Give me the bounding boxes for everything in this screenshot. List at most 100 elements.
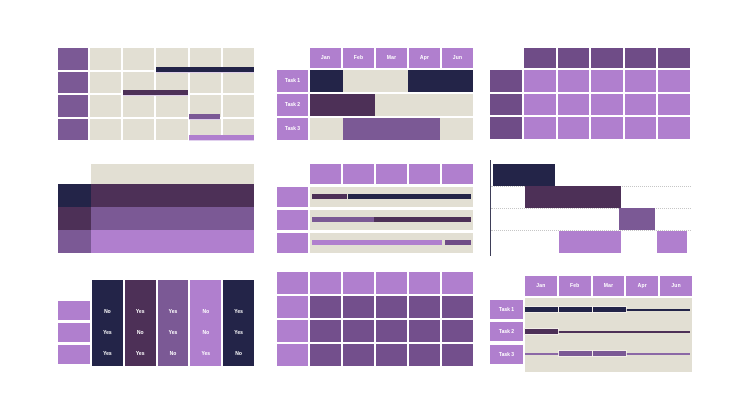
cascade-block — [619, 208, 655, 230]
timeline-thin-line — [558, 330, 691, 333]
table-cell — [442, 344, 473, 366]
header-cell — [409, 164, 440, 184]
matrix-value: No — [136, 329, 144, 336]
grid-cell — [189, 95, 221, 117]
row-label-cell — [58, 71, 88, 93]
task-label-cell: Task 1 — [490, 300, 523, 319]
template-thumbnail-yes-no-matrix[interactable]: No Yes Yes Yes No Yes Yes Yes No No No Y… — [58, 280, 254, 366]
table-cell — [557, 117, 590, 139]
matrix-value: No — [202, 308, 210, 315]
timeline-lane — [525, 329, 692, 334]
progress-segment — [311, 240, 443, 245]
matrix-value: No — [169, 350, 177, 357]
row-label-cell — [58, 118, 88, 140]
matrix-value: Yes — [103, 329, 112, 336]
header-row — [310, 164, 473, 184]
table-cell — [658, 117, 690, 139]
table-cell — [524, 117, 556, 139]
matrix-column: Yes No Yes — [124, 280, 156, 366]
month-header-cell: Apr — [626, 276, 659, 296]
matrix-value: Yes — [168, 308, 178, 315]
template-thumbnail-timeline-lines[interactable]: Jan Feb Mar Apr Jun Task 1 Task 2 Task 3 — [490, 276, 692, 372]
grid-cell — [189, 118, 221, 140]
row-label-cell — [277, 344, 308, 366]
table-cell — [524, 93, 556, 116]
month-header-row: Jan Feb Mar Apr Jun — [525, 276, 692, 296]
progress-segment — [348, 194, 472, 199]
timeline-bar-segment — [593, 351, 626, 356]
grid-cell — [123, 118, 155, 140]
template-thumbnail-simple-grid[interactable] — [277, 272, 473, 366]
row-label-cell — [58, 230, 91, 253]
progress-segment — [374, 217, 472, 222]
month-header-cell: Mar — [592, 276, 625, 296]
band-row — [58, 184, 254, 207]
gantt-row — [310, 70, 473, 92]
table-cell — [624, 70, 657, 92]
dotted-gridline — [491, 230, 691, 231]
row-label-cell — [58, 48, 88, 70]
gantt-block — [407, 70, 473, 92]
cascade-block — [493, 164, 555, 186]
table-cell — [343, 344, 374, 366]
matrix-column: No No Yes — [190, 280, 222, 366]
matrix-column: No Yes Yes — [92, 280, 123, 366]
grid-cell — [123, 95, 155, 117]
template-thumbnail-gantt-month-blocks[interactable]: Jan Feb Mar Apr Jun Task 1 Task 2 Task 3 — [277, 48, 473, 140]
grid-cell — [123, 71, 155, 93]
gantt-row — [310, 118, 473, 140]
grid-cell — [189, 48, 221, 70]
matrix-value: Yes — [135, 308, 145, 315]
row-label-cell — [58, 95, 88, 117]
task-label-cell: Task 2 — [490, 322, 523, 341]
template-thumbnail-cascade-waterfall[interactable] — [490, 160, 691, 256]
grid-cell — [222, 118, 254, 140]
row-label-cell — [58, 207, 91, 230]
band — [91, 230, 254, 253]
template-thumbnail-progress-rows[interactable] — [277, 164, 473, 255]
cascade-block — [559, 231, 621, 253]
grid-cell — [222, 48, 254, 70]
timeline-lane — [525, 307, 692, 312]
table-cell — [409, 344, 440, 366]
timeline-bar-segment — [525, 307, 558, 312]
task-label-cell: Task 3 — [277, 118, 308, 140]
matrix-value: No — [104, 308, 111, 315]
table-cell — [409, 320, 440, 342]
template-thumbnail-purple-table[interactable] — [490, 48, 690, 139]
month-header-cell: Jun — [660, 276, 692, 296]
matrix-value: Yes — [103, 350, 112, 357]
gantt-bar — [155, 67, 254, 72]
table-cell — [310, 320, 341, 342]
timeline-bar-segment — [559, 307, 592, 312]
template-thumbnail-gantt-grid-bars[interactable] — [58, 48, 254, 140]
dotted-gridline — [491, 208, 691, 209]
row-label-cell — [58, 184, 91, 207]
row-label-cell — [277, 210, 308, 230]
header-cell — [376, 164, 407, 184]
gantt-block — [342, 118, 441, 140]
month-header-row: Jan Feb Mar Apr Jun — [310, 48, 473, 68]
header-band — [91, 164, 254, 184]
grid-cell — [222, 95, 254, 117]
gantt-block — [310, 94, 376, 116]
gantt-bar — [189, 114, 221, 119]
task-label-cell: Task 3 — [490, 345, 523, 364]
month-header-cell: Feb — [558, 276, 591, 296]
table-cell — [591, 70, 623, 92]
timeline-bar-segment — [525, 329, 558, 334]
grid-cell — [123, 48, 155, 70]
grid-cell — [156, 95, 188, 117]
table-cell — [310, 344, 341, 366]
header-cell — [277, 272, 308, 294]
table-cell — [591, 117, 623, 139]
gantt-bar — [122, 90, 188, 95]
header-cell — [442, 272, 473, 294]
matrix-column: Yes Yes No — [223, 280, 254, 366]
band-row — [58, 207, 254, 230]
matrix-value: Yes — [168, 329, 178, 336]
template-thumbnail-stacked-bands[interactable] — [58, 164, 254, 253]
gantt-row — [310, 94, 473, 116]
progress-row — [310, 210, 473, 230]
